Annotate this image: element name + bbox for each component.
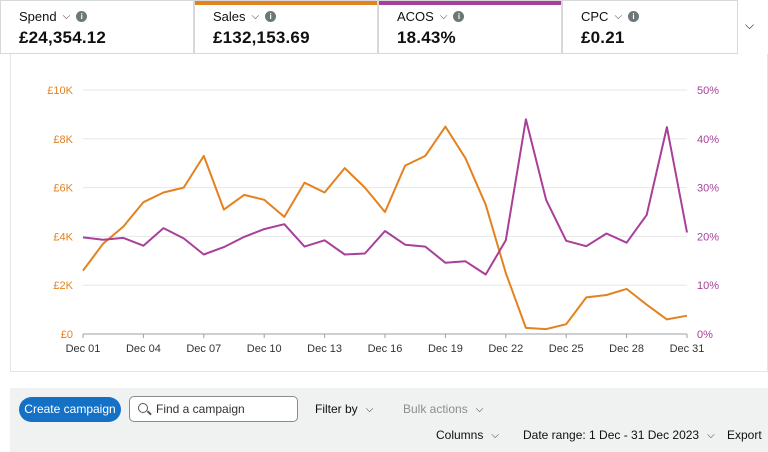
create-campaign-button[interactable]: Create campaign — [19, 397, 121, 422]
metric-value: £24,354.12 — [19, 28, 107, 47]
x-tick-label: Dec 04 — [126, 343, 161, 355]
chart-panel: £0 £2K £4K £6K £8K £10K 0% 10% 20% 30% 40% 50% Dec… — [10, 54, 768, 372]
metric-acos[interactable]: ACOS ⌵ i 18.43% — [378, 0, 562, 54]
y-left-tick-label: £10K — [47, 85, 73, 97]
x-tick-label: Dec 10 — [247, 343, 282, 355]
y-left-tick-label: £8K — [53, 134, 73, 146]
x-tick-label: Dec 19 — [428, 343, 463, 355]
chevron-down-icon[interactable]: ⌵ — [439, 10, 448, 22]
y-axis-right: 0% 10% 20% 30% 40% 50% — [697, 85, 719, 341]
bulk-actions-dropdown[interactable]: Bulk actions ⌵ — [403, 402, 483, 416]
filter-by-label: Filter by — [315, 402, 358, 416]
x-tick-label: Dec 16 — [368, 343, 403, 355]
metric-sales[interactable]: Sales ⌵ i £132,153.69 — [194, 0, 378, 54]
chevron-down-icon[interactable]: ⌵ — [62, 10, 71, 22]
metrics-bar: Spend ⌵ i £24,354.12 Sales ⌵ i £132,153.69 A… — [0, 0, 768, 54]
metric-value: 18.43% — [397, 28, 456, 47]
chevron-down-icon: ⌵ — [365, 403, 374, 415]
columns-label: Columns — [436, 428, 484, 442]
info-icon[interactable]: i — [76, 10, 88, 22]
x-axis: Dec 01 Dec 04 Dec 07 Dec 10 Dec 13 Dec 16 Dec … — [66, 334, 705, 355]
x-tick-label: Dec 28 — [609, 343, 644, 355]
y-axis-left: £0 £2K £4K £6K £8K £10K — [47, 85, 73, 341]
x-tick-label: Dec 31 — [670, 343, 705, 355]
export-button[interactable]: Export — [727, 428, 762, 442]
metric-color-bar — [379, 1, 561, 5]
x-tick-label: Dec 01 — [66, 343, 101, 355]
metric-cpc[interactable]: CPC ⌵ i £0.21 — [562, 0, 738, 54]
campaign-toolbar: Create campaign Find a campaign Filter b… — [10, 388, 768, 452]
metric-value: £132,153.69 — [213, 28, 310, 47]
performance-chart: £0 £2K £4K £6K £8K £10K 0% 10% 20% 30% 40% 50% Dec… — [47, 85, 719, 355]
search-icon — [138, 403, 148, 413]
metric-label: Spend — [19, 8, 57, 24]
chevron-down-icon[interactable]: ⌵ — [251, 10, 260, 22]
export-label: Export — [727, 428, 762, 442]
y-right-tick-label: 20% — [697, 231, 719, 243]
y-right-tick-label: 40% — [697, 134, 719, 146]
series-line-acos — [82, 118, 688, 276]
x-tick-label: Dec 25 — [549, 343, 584, 355]
metric-label: Sales — [213, 8, 246, 24]
series-line-sales — [82, 125, 688, 331]
date-range-label: Date range: 1 Dec - 31 Dec 2023 — [523, 428, 700, 442]
chevron-down-icon: ⌵ — [707, 429, 715, 441]
chevron-down-icon: ⌵ — [475, 403, 484, 415]
chevron-down-icon[interactable]: ⌵ — [614, 10, 623, 22]
info-icon[interactable]: i — [628, 10, 640, 22]
expand-metrics-chevron-icon[interactable]: ⌵ — [745, 18, 755, 32]
y-right-tick-label: 10% — [697, 280, 719, 292]
filter-by-dropdown[interactable]: Filter by ⌵ — [315, 402, 373, 416]
y-left-tick-label: £6K — [53, 183, 73, 195]
y-left-tick-label: £4K — [53, 231, 73, 243]
metric-label: CPC — [581, 8, 609, 24]
date-range-dropdown[interactable]: Date range: 1 Dec - 31 Dec 2023 ⌵ — [523, 428, 715, 442]
y-right-tick-label: 0% — [697, 329, 713, 341]
x-tick-label: Dec 13 — [307, 343, 342, 355]
series-lines — [82, 118, 688, 331]
x-tick-label: Dec 07 — [186, 343, 221, 355]
metric-value: £0.21 — [581, 28, 625, 47]
campaign-search-input[interactable]: Find a campaign — [129, 396, 298, 422]
chevron-down-icon: ⌵ — [491, 429, 499, 441]
bulk-actions-label: Bulk actions — [403, 402, 468, 416]
y-right-tick-label: 50% — [697, 85, 719, 97]
y-left-tick-label: £0 — [61, 329, 73, 341]
x-tick-label: Dec 22 — [488, 343, 523, 355]
metric-label: ACOS — [397, 8, 434, 24]
search-placeholder: Find a campaign — [156, 402, 245, 416]
info-icon[interactable]: i — [453, 10, 465, 22]
columns-dropdown[interactable]: Columns ⌵ — [436, 428, 499, 442]
y-right-tick-label: 30% — [697, 183, 719, 195]
y-left-tick-label: £2K — [53, 280, 73, 292]
info-icon[interactable]: i — [265, 10, 277, 22]
metric-spend[interactable]: Spend ⌵ i £24,354.12 — [0, 0, 194, 54]
metric-color-bar — [195, 1, 377, 5]
